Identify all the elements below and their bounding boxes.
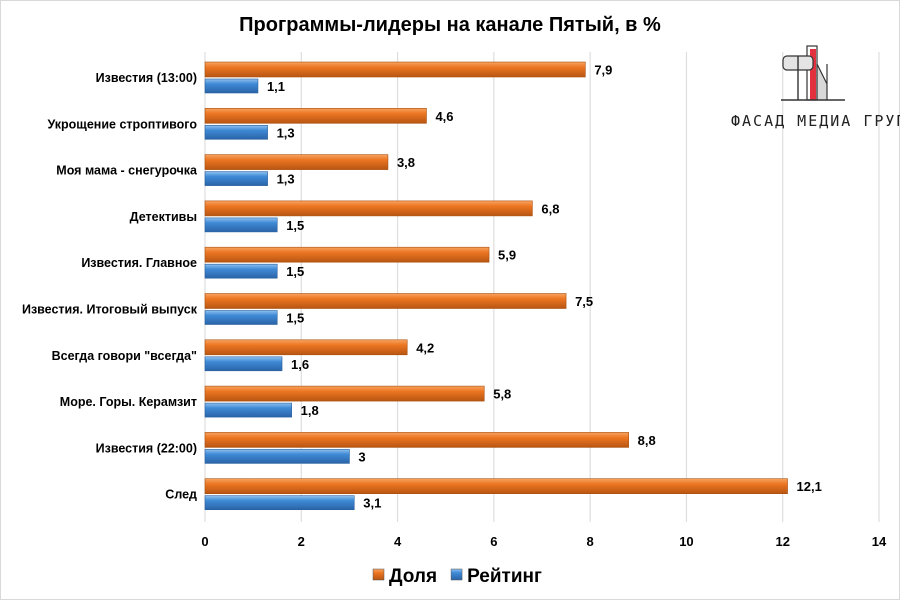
legend-swatch: [450, 568, 463, 581]
bar-share: [204, 385, 485, 402]
data-label: 7,5: [575, 294, 593, 309]
data-label: 3,1: [363, 496, 381, 511]
data-label: 4,6: [435, 109, 453, 124]
bar-share: [204, 478, 788, 495]
legend-swatch: [372, 568, 385, 581]
x-tick-label: 6: [490, 534, 497, 549]
logo: ФАСАД МЕДИА ГРУПП: [731, 45, 900, 130]
data-label: 3,8: [397, 155, 415, 170]
data-label: 12,1: [797, 479, 822, 494]
bar-rating: [204, 217, 278, 233]
category-label: Известия (13:00): [96, 71, 197, 85]
category-label: Всегда говори "всегда": [52, 349, 197, 363]
x-tick-label: 4: [394, 534, 402, 549]
category-label: Укрощение строптивого: [47, 117, 197, 131]
bar-rating: [204, 402, 292, 418]
bar-rating: [204, 310, 278, 325]
bar-share: [204, 108, 427, 124]
category-label: Известия (22:00): [96, 441, 197, 455]
bar-share: [204, 200, 533, 217]
bar-share: [204, 339, 408, 356]
bar-rating: [204, 125, 268, 140]
bar-rating: [204, 263, 278, 279]
x-tick-label: 2: [298, 534, 305, 549]
data-label: 1,5: [286, 264, 304, 279]
data-label: 1,3: [277, 172, 295, 187]
data-label: 6,8: [541, 201, 559, 216]
category-label: Известия. Главное: [81, 256, 197, 270]
legend-label: Доля: [389, 566, 437, 587]
data-label: 4,2: [416, 340, 434, 355]
data-label: 1,6: [291, 357, 309, 372]
x-tick-label: 8: [587, 534, 594, 549]
x-tick-label: 10: [679, 534, 693, 549]
data-label: 1,3: [277, 125, 295, 140]
chart-title: Программы-лидеры на канале Пятый, в %: [239, 14, 661, 36]
category-label: Детективы: [130, 210, 197, 224]
data-label: 8,8: [638, 433, 656, 448]
x-tick-label: 12: [775, 534, 789, 549]
data-label: 5,9: [498, 248, 516, 263]
bar-share: [204, 293, 567, 309]
bar-share: [204, 246, 490, 263]
category-label: Моя мама - снегурочка: [56, 164, 198, 178]
bar-rating: [204, 356, 283, 372]
bar-rating: [204, 495, 355, 511]
bar-rating: [204, 78, 259, 94]
x-tick-label: 0: [201, 534, 208, 549]
category-label: Известия. Итоговый выпуск: [22, 303, 198, 317]
bar-share: [204, 61, 586, 78]
data-label: 1,5: [286, 311, 304, 326]
data-label: 1,5: [286, 218, 304, 233]
logo-text: ФАСАД МЕДИА ГРУПП: [731, 112, 900, 130]
bar-share: [204, 154, 389, 170]
category-label: След: [165, 488, 197, 502]
legend-label: Рейтинг: [467, 566, 542, 587]
data-label: 3: [358, 449, 365, 464]
data-label: 5,8: [493, 387, 511, 402]
bar-rating: [204, 449, 350, 464]
data-label: 1,8: [301, 403, 319, 418]
data-label: 7,9: [594, 63, 612, 78]
data-label: 1,1: [267, 79, 285, 94]
bar-rating: [204, 171, 268, 186]
bar-share: [204, 432, 629, 448]
x-tick-label: 14: [872, 534, 887, 549]
category-label: Море. Горы. Керамзит: [60, 395, 197, 409]
